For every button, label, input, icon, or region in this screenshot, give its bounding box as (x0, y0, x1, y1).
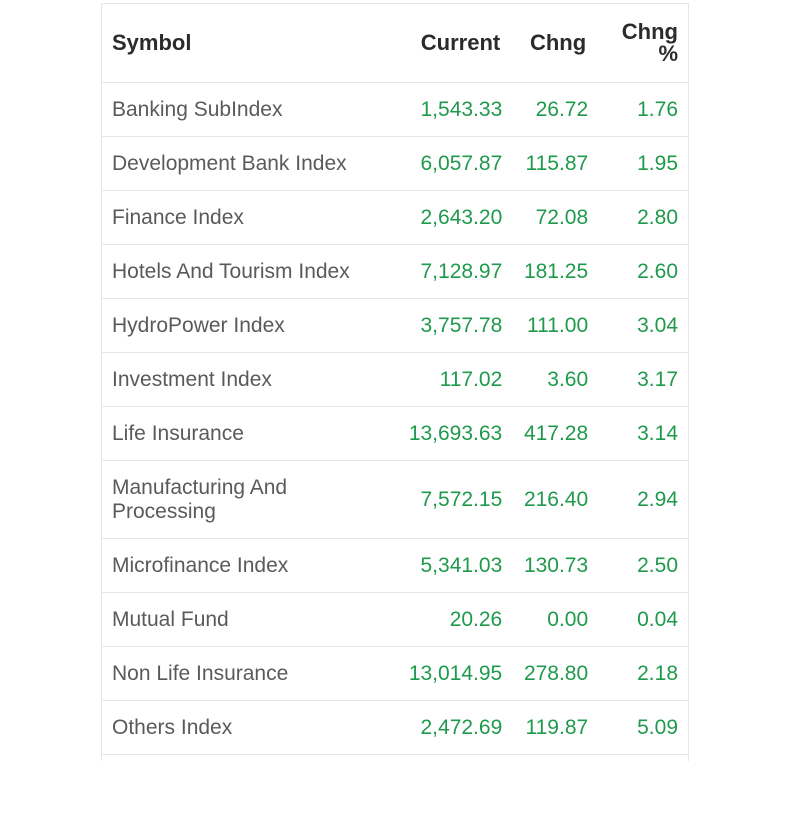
cell-chng-pct: 2.50 (596, 538, 688, 593)
cell-chng: 111.00 (510, 298, 597, 353)
cell-chng-pct: 3.14 (596, 406, 688, 461)
table-row[interactable]: Life Insurance 13,693.63 417.28 3.14 (102, 406, 688, 461)
cell-symbol[interactable]: Hotels And Tourism Index (102, 244, 391, 299)
header-symbol[interactable]: Symbol (102, 4, 391, 83)
cell-chng: 181.25 (510, 244, 597, 299)
cell-current: 13,014.95 (390, 646, 511, 701)
table-row[interactable]: Hotels And Tourism Index 7,128.97 181.25… (102, 244, 688, 299)
cell-symbol[interactable]: Banking SubIndex (102, 82, 391, 137)
cell-symbol[interactable]: Microfinance Index (102, 538, 391, 593)
cell-empty (390, 754, 511, 761)
table-row[interactable]: Development Bank Index 6,057.87 115.87 1… (102, 136, 688, 191)
table-header-row: Symbol Current Chng Chng % (102, 4, 688, 83)
cell-symbol[interactable]: Investment Index (102, 352, 391, 407)
table-row[interactable]: Banking SubIndex 1,543.33 26.72 1.76 (102, 82, 688, 137)
cell-current: 1,543.33 (390, 82, 511, 137)
header-chng[interactable]: Chng (510, 4, 597, 83)
cell-chng-pct: 3.17 (596, 352, 688, 407)
sub-index-table-container: Symbol Current Chng Chng % Banking SubIn… (101, 3, 689, 761)
cell-chng-pct: 1.95 (596, 136, 688, 191)
cell-chng: 417.28 (510, 406, 597, 461)
cell-chng-pct: 2.60 (596, 244, 688, 299)
cell-symbol[interactable]: Others Index (102, 700, 391, 755)
cell-chng: 119.87 (510, 700, 597, 755)
cell-empty (102, 754, 391, 761)
cell-chng: 130.73 (510, 538, 597, 593)
table-row-partial (102, 754, 688, 761)
cell-current: 3,757.78 (390, 298, 511, 353)
cell-chng: 216.40 (510, 460, 597, 539)
cell-empty (596, 754, 688, 761)
cell-symbol[interactable]: HydroPower Index (102, 298, 391, 353)
table-row[interactable]: Investment Index 117.02 3.60 3.17 (102, 352, 688, 407)
cell-chng: 72.08 (510, 190, 597, 245)
cell-symbol[interactable]: Finance Index (102, 190, 391, 245)
cell-symbol[interactable]: Non Life Insurance (102, 646, 391, 701)
cell-chng: 26.72 (510, 82, 597, 137)
cell-chng-pct: 2.18 (596, 646, 688, 701)
cell-chng-pct: 2.80 (596, 190, 688, 245)
cell-symbol[interactable]: Life Insurance (102, 406, 391, 461)
cell-chng-pct: 5.09 (596, 700, 688, 755)
cell-current: 7,572.15 (390, 460, 511, 539)
header-current[interactable]: Current (390, 4, 511, 83)
cell-current: 5,341.03 (390, 538, 511, 593)
sub-index-table: Symbol Current Chng Chng % Banking SubIn… (102, 4, 688, 761)
table-row[interactable]: HydroPower Index 3,757.78 111.00 3.04 (102, 298, 688, 353)
table-row[interactable]: Finance Index 2,643.20 72.08 2.80 (102, 190, 688, 245)
cell-current: 13,693.63 (390, 406, 511, 461)
header-chng-pct-line1: Chng (621, 19, 678, 44)
cell-current: 2,643.20 (390, 190, 511, 245)
cell-current: 117.02 (390, 352, 511, 407)
cell-empty (510, 754, 597, 761)
cell-symbol[interactable]: Development Bank Index (102, 136, 391, 191)
cell-chng: 115.87 (510, 136, 597, 191)
table-row[interactable]: Others Index 2,472.69 119.87 5.09 (102, 700, 688, 755)
cell-chng: 278.80 (510, 646, 597, 701)
cell-symbol[interactable]: Mutual Fund (102, 592, 391, 647)
cell-chng: 3.60 (510, 352, 597, 407)
table-row[interactable]: Non Life Insurance 13,014.95 278.80 2.18 (102, 646, 688, 701)
cell-current: 7,128.97 (390, 244, 511, 299)
cell-current: 20.26 (390, 592, 511, 647)
cell-chng-pct: 2.94 (596, 460, 688, 539)
cell-chng-pct: 0.04 (596, 592, 688, 647)
table-row[interactable]: Microfinance Index 5,341.03 130.73 2.50 (102, 538, 688, 593)
header-chng-pct-line2: % (658, 41, 678, 66)
cell-chng-pct: 1.76 (596, 82, 688, 137)
cell-current: 6,057.87 (390, 136, 511, 191)
table-row[interactable]: Mutual Fund 20.26 0.00 0.04 (102, 592, 688, 647)
table-row[interactable]: Manufacturing And Processing 7,572.15 21… (102, 460, 688, 539)
cell-chng: 0.00 (510, 592, 597, 647)
cell-current: 2,472.69 (390, 700, 511, 755)
header-chng-pct[interactable]: Chng % (596, 4, 688, 83)
cell-symbol[interactable]: Manufacturing And Processing (102, 460, 391, 539)
cell-chng-pct: 3.04 (596, 298, 688, 353)
